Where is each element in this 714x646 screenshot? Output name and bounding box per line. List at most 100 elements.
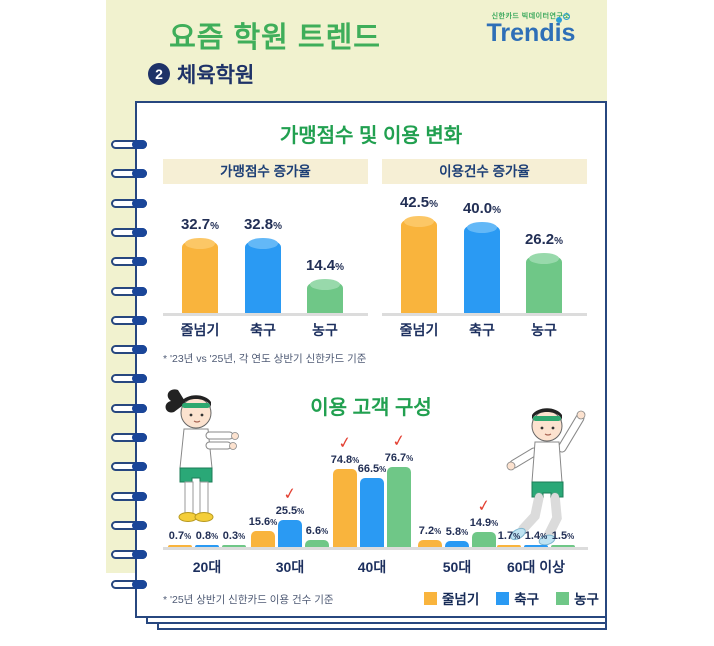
girl-stretching-illustration	[165, 389, 239, 522]
legend-item-줄넘기: 줄넘기	[424, 588, 479, 608]
chart-axis-line	[163, 313, 368, 316]
checkmark-icon: ✓	[282, 485, 298, 505]
value-label: 25.5%	[275, 505, 305, 518]
bar-20대-줄넘기	[168, 544, 192, 547]
category-label: 농구	[531, 322, 557, 338]
bar-농구	[307, 279, 343, 313]
section-heading-usage-change: 가맹점수 및 이용 변화	[279, 125, 463, 147]
bar-top-highlight	[185, 238, 215, 250]
category-label: 축구	[250, 322, 276, 338]
page-title: 요즘 학원 트렌드	[169, 22, 381, 54]
bar-50대-농구	[472, 531, 496, 547]
logo-ring-icon	[563, 13, 571, 20]
bar-top-highlight	[248, 237, 278, 249]
spiral-ring	[111, 315, 147, 325]
chart-franchise-growth: 32.7% 32.8% 14.4%	[163, 203, 368, 313]
logo-dot-icon	[556, 17, 563, 23]
value-label: 5.8%	[445, 525, 469, 538]
bar-농구	[526, 252, 562, 313]
value-label: 42.5%	[399, 193, 439, 211]
chart-axis-line	[163, 547, 588, 550]
legend-item-축구: 축구	[496, 588, 539, 608]
bar-줄넘기	[182, 238, 218, 313]
spiral-ring	[111, 257, 147, 267]
bar-축구	[245, 237, 281, 313]
section-subtitle: 2 체육학원	[148, 59, 254, 89]
bar-top-highlight	[404, 215, 434, 227]
logo-brand: Trendis	[487, 13, 575, 46]
value-label: 0.3%	[222, 529, 246, 542]
footnote-customers: * '25년 상반기 신한카드 이용 건수 기준	[163, 594, 334, 606]
boy-jumping-illustration	[506, 408, 586, 546]
footnote-usage-change: * '23년 vs '25년, 각 연도 상반기 신한카드 기준	[163, 353, 367, 365]
bar-50대-축구	[445, 540, 469, 547]
bar-40대-농구	[387, 467, 411, 547]
value-label: 1.7%	[497, 529, 521, 542]
bar-40대-축구	[360, 477, 384, 547]
chart-title-usage-growth: 이용건수 증가율	[382, 159, 587, 184]
category-label: 농구	[312, 322, 338, 338]
section-heading-customers: 이용 고객 구성	[310, 397, 432, 419]
legend-label: 농구	[574, 592, 599, 607]
value-label: 1.4%	[524, 529, 548, 542]
category-label: 줄넘기	[180, 322, 220, 338]
spiral-ring	[111, 227, 147, 237]
category-label: 40대	[357, 559, 387, 575]
bar-20대-축구	[195, 544, 219, 547]
chart-usage-growth: 42.5% 40.0% 26.2%	[382, 194, 587, 313]
value-label: 6.6%	[305, 525, 329, 538]
subtitle-label: 체육학원	[177, 64, 255, 87]
value-label: 0.7%	[168, 529, 192, 542]
category-label: 50대	[442, 559, 472, 575]
value-label: 76.7%	[384, 452, 414, 465]
chart-customer-composition: 0.7% 0.8% 0.3% 15.6% 25.5% ✓ 6.6% 74.8% ✓ 66.5% 76…	[160, 427, 592, 547]
bar-50대-줄넘기	[418, 539, 442, 547]
category-label: 축구	[469, 322, 495, 338]
value-label: 32.7%	[180, 216, 220, 234]
value-label: 7.2%	[418, 524, 442, 537]
value-label: 66.5%	[357, 462, 387, 475]
bar-30대-축구	[278, 520, 302, 547]
spiral-ring	[111, 550, 147, 560]
bar-top-highlight	[529, 252, 559, 264]
checkmark-icon: ✓	[391, 432, 407, 452]
checkmark-icon: ✓	[476, 496, 492, 516]
legend-swatch	[556, 591, 570, 605]
value-label: 74.8%	[330, 454, 360, 467]
trendis-logo: 신한카드 빅데이터연구소 Trendis	[476, 11, 586, 46]
bar-60대 이상-농구	[551, 544, 575, 547]
value-label: 1.5%	[551, 529, 575, 542]
spiral-ring	[111, 140, 147, 149]
spiral-ring	[111, 286, 147, 296]
value-label: 14.9%	[469, 516, 499, 529]
chart-legend: 줄넘기 축구 농구	[424, 588, 599, 608]
checkmark-icon: ✓	[337, 434, 353, 454]
bar-줄넘기	[401, 215, 437, 313]
spiral-ring	[111, 374, 147, 384]
value-label: 14.4%	[305, 257, 345, 275]
category-label: 줄넘기	[399, 322, 439, 338]
number-badge: 2	[148, 63, 170, 85]
value-label: 40.0%	[462, 199, 502, 217]
legend-item-농구: 농구	[556, 588, 599, 608]
spiral-ring	[111, 520, 147, 530]
legend-swatch	[424, 591, 437, 605]
spiral-ring	[111, 169, 147, 179]
value-label: 0.8%	[195, 529, 219, 542]
spiral-ring	[111, 462, 147, 472]
bar-30대-농구	[305, 540, 329, 547]
spiral-ring	[111, 403, 147, 413]
bar-30대-줄넘기	[251, 530, 275, 547]
bar-20대-농구	[222, 544, 246, 547]
bar-60대 이상-줄넘기	[497, 544, 521, 547]
value-label: 26.2%	[524, 230, 564, 248]
legend-label: 줄넘기	[442, 592, 480, 607]
bar-top-highlight	[467, 221, 497, 233]
category-label: 20대	[192, 559, 222, 575]
logo-tagline: 신한카드 빅데이터연구소	[491, 13, 571, 20]
bar-축구	[464, 221, 500, 313]
spiral-ring	[111, 579, 147, 589]
category-label: 60대 이상	[506, 559, 566, 575]
value-label: 32.8%	[243, 215, 283, 233]
